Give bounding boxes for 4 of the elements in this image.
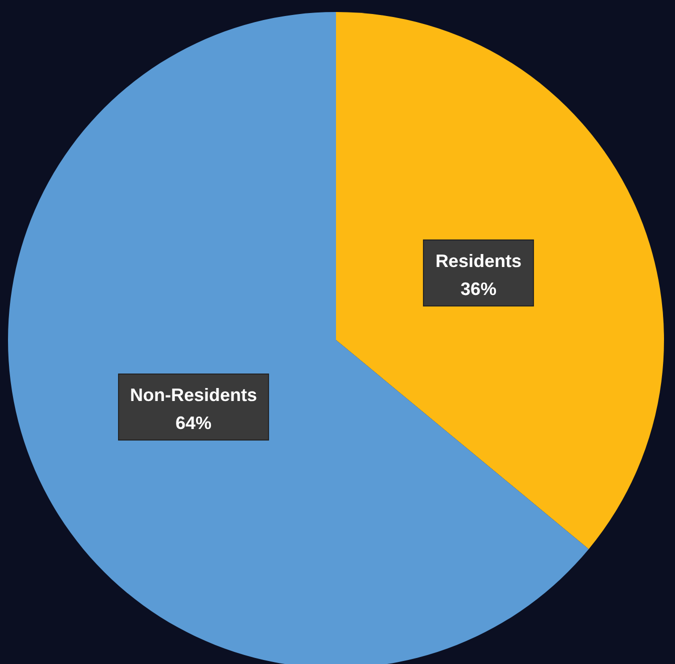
slice-label: Non-Residents bbox=[130, 385, 258, 406]
slice-label: Residents bbox=[435, 250, 522, 271]
data-label: 64% bbox=[176, 413, 212, 434]
data-label: 36% bbox=[460, 278, 496, 299]
